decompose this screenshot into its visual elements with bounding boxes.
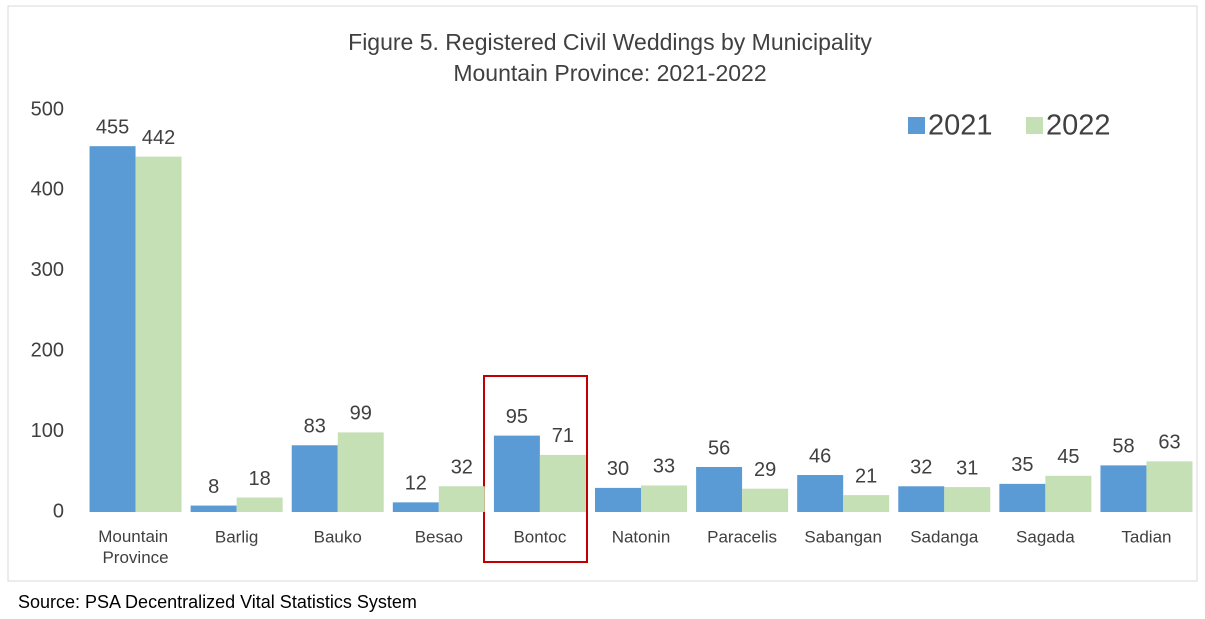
data-label: 83 <box>304 416 326 438</box>
y-tick-label: 100 <box>31 420 64 442</box>
data-label: 95 <box>506 406 528 428</box>
bar <box>89 146 136 512</box>
data-label: 71 <box>552 425 574 447</box>
y-tick-label: 500 <box>31 98 64 120</box>
bar <box>291 445 338 512</box>
chart-title: Figure 5. Registered Civil Weddings by M… <box>348 29 872 55</box>
data-label: 18 <box>249 468 271 490</box>
bar <box>797 475 844 512</box>
bar <box>1045 475 1092 512</box>
y-tick-label: 200 <box>31 339 64 361</box>
data-label: 29 <box>754 459 776 481</box>
x-tick-label: Paracelis <box>707 527 777 546</box>
source-note: Source: PSA Decentralized Vital Statisti… <box>18 592 417 612</box>
bar <box>236 497 283 512</box>
legend-label: 2021 <box>928 110 993 142</box>
bar <box>1100 465 1147 512</box>
data-label: 31 <box>956 457 978 479</box>
bar <box>595 487 641 512</box>
data-label: 45 <box>1057 446 1079 468</box>
data-label: 35 <box>1011 454 1033 476</box>
data-label: 58 <box>1112 436 1134 458</box>
bar <box>190 505 237 512</box>
x-tick-label: Besao <box>415 527 463 546</box>
x-tick-label: Sabangan <box>804 527 882 546</box>
bar <box>438 486 485 512</box>
data-label: 442 <box>142 127 175 149</box>
data-label: 455 <box>96 116 129 138</box>
bar <box>135 156 182 512</box>
x-tick-label: Tadian <box>1121 527 1171 546</box>
y-tick-label: 300 <box>31 259 64 281</box>
bar <box>742 488 789 512</box>
bar <box>337 432 384 512</box>
x-tick-label: Bontoc <box>513 527 566 546</box>
x-tick-label: Bauko <box>314 527 362 546</box>
bar <box>944 487 991 512</box>
bar <box>696 466 743 512</box>
bar <box>1146 461 1193 512</box>
data-label: 32 <box>451 457 473 479</box>
bar <box>641 485 687 512</box>
bar <box>843 495 890 512</box>
data-label: 30 <box>607 458 629 480</box>
x-tick-label: Sagada <box>1016 527 1075 546</box>
data-label: 56 <box>708 437 730 459</box>
bar <box>493 435 540 512</box>
bar <box>392 502 439 512</box>
data-label: 99 <box>350 403 372 425</box>
x-tick-label: Barlig <box>215 527 258 546</box>
x-tick-label: Mountain Province <box>98 527 173 567</box>
bar <box>898 486 945 512</box>
x-tick-label: Sadanga <box>910 527 979 546</box>
y-tick-label: 0 <box>53 500 64 522</box>
x-tick-label: Natonin <box>612 527 671 546</box>
data-label: 21 <box>855 465 877 487</box>
bar <box>999 483 1046 512</box>
data-label: 63 <box>1158 432 1180 454</box>
y-tick-label: 400 <box>31 179 64 201</box>
bar <box>539 454 586 512</box>
data-label: 33 <box>653 456 675 478</box>
chart-frame <box>7 5 1198 582</box>
legend-swatch <box>1026 117 1043 134</box>
data-label: 12 <box>405 473 427 495</box>
data-label: 8 <box>208 476 219 498</box>
legend-swatch <box>908 117 925 134</box>
data-label: 32 <box>910 457 932 479</box>
chart-subtitle: Mountain Province: 2021-2022 <box>453 60 766 86</box>
data-label: 46 <box>809 445 831 467</box>
legend-label: 2022 <box>1046 110 1111 142</box>
highlight-box <box>483 375 588 563</box>
